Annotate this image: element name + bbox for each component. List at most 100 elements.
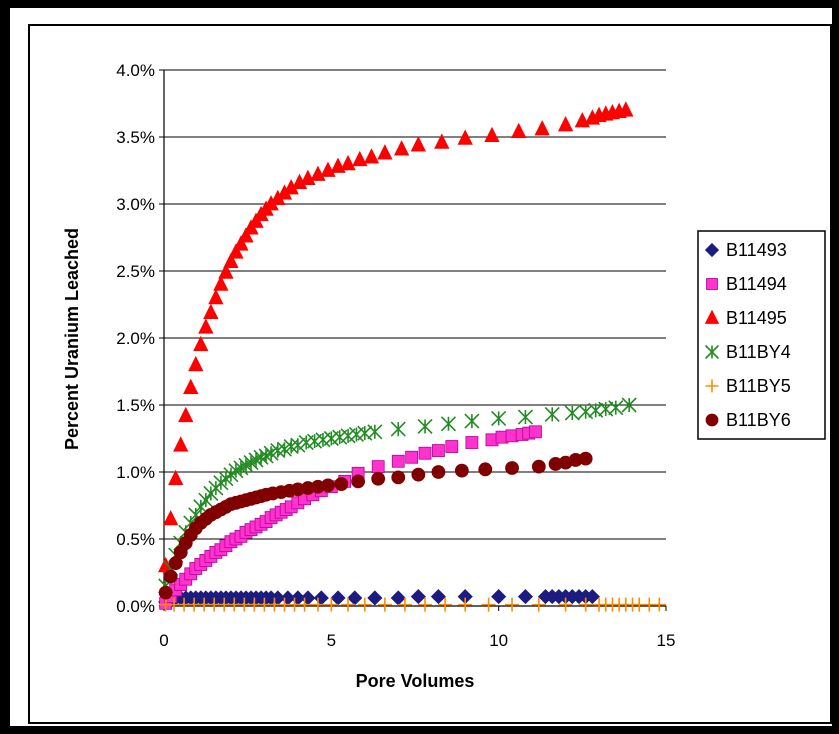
y-tick-label: 2.0% bbox=[116, 329, 155, 348]
data-point bbox=[233, 235, 249, 251]
legend-label: B11BY6 bbox=[726, 410, 791, 430]
data-point bbox=[163, 510, 179, 526]
data-point bbox=[578, 451, 593, 466]
data-point bbox=[544, 406, 560, 422]
data-point bbox=[558, 597, 573, 612]
data-point bbox=[430, 589, 446, 605]
y-tick-label: 3.5% bbox=[116, 128, 155, 147]
legend: B11493 B11494 B11495 B11BY4 B11BY5 B11BY6 bbox=[697, 230, 826, 440]
data-point bbox=[621, 397, 637, 413]
data-point bbox=[168, 469, 184, 486]
tick-labels: 0.0% 0.5% 1.0% 1.5% 2.0% 2.5% 3.0% 3.5% 4.0% 0 5 10… bbox=[116, 61, 675, 650]
data-point bbox=[391, 454, 405, 468]
data-point bbox=[618, 101, 634, 117]
series-b11495 bbox=[158, 101, 634, 573]
data-point bbox=[464, 413, 480, 429]
data-point bbox=[367, 424, 383, 440]
data-point bbox=[371, 460, 385, 474]
data-point bbox=[347, 590, 363, 606]
data-point bbox=[391, 470, 406, 485]
data-point bbox=[393, 140, 410, 156]
data-point bbox=[529, 425, 542, 439]
data-point bbox=[418, 446, 432, 460]
data-point bbox=[203, 303, 219, 319]
data-point bbox=[517, 589, 534, 605]
data-point bbox=[341, 597, 356, 612]
y-axis-title: Percent Uranium Leached bbox=[62, 228, 82, 450]
data-point bbox=[465, 436, 479, 449]
data-point bbox=[340, 154, 356, 171]
data-point bbox=[320, 161, 336, 177]
data-point bbox=[357, 597, 372, 612]
data-point bbox=[445, 440, 459, 453]
data-point bbox=[491, 410, 507, 426]
data-point bbox=[158, 585, 173, 600]
data-point bbox=[390, 590, 406, 606]
data-point bbox=[481, 597, 496, 612]
data-point bbox=[418, 597, 433, 612]
legend-label: B11494 bbox=[726, 274, 787, 294]
x-axis-title: Pore Volumes bbox=[356, 671, 475, 691]
y-tick-label: 2.5% bbox=[116, 262, 155, 281]
data-point bbox=[534, 120, 550, 136]
data-point bbox=[321, 478, 335, 493]
data-point bbox=[432, 444, 445, 457]
data-point bbox=[198, 318, 214, 334]
data-point bbox=[431, 465, 446, 479]
data-point bbox=[397, 597, 412, 612]
data-point bbox=[324, 597, 339, 612]
chart-border bbox=[28, 24, 832, 724]
y-tick-label: 3.0% bbox=[116, 195, 155, 214]
data-point bbox=[390, 421, 406, 437]
data-point bbox=[411, 467, 426, 482]
legend-box bbox=[697, 230, 826, 440]
y-tick-label: 1.0% bbox=[116, 463, 155, 482]
data-point bbox=[584, 589, 600, 605]
data-point bbox=[417, 418, 433, 435]
y-tick-label: 1.5% bbox=[116, 396, 155, 415]
data-point bbox=[377, 597, 392, 612]
data-point bbox=[410, 136, 426, 152]
data-point bbox=[434, 133, 450, 149]
data-point bbox=[310, 597, 325, 612]
data-point bbox=[351, 474, 366, 489]
legend-marker bbox=[704, 344, 720, 360]
data-point bbox=[330, 590, 346, 606]
data-point bbox=[578, 597, 593, 612]
data-point bbox=[440, 416, 457, 432]
data-point bbox=[310, 165, 326, 181]
data-point bbox=[290, 437, 306, 453]
data-point bbox=[531, 597, 546, 612]
data-marks bbox=[158, 101, 667, 612]
data-point bbox=[505, 461, 519, 475]
data-point bbox=[377, 144, 393, 160]
legend-marker bbox=[706, 278, 718, 290]
data-point bbox=[410, 589, 426, 605]
data-point bbox=[188, 355, 204, 372]
data-point bbox=[297, 597, 312, 612]
legend-label: B11495 bbox=[726, 308, 787, 328]
data-point bbox=[517, 409, 534, 425]
legend-marker bbox=[705, 379, 719, 393]
series-b11by6 bbox=[158, 451, 593, 600]
data-point bbox=[478, 462, 493, 477]
data-point bbox=[457, 129, 473, 145]
data-point bbox=[238, 227, 254, 243]
data-point bbox=[564, 405, 580, 421]
data-point bbox=[228, 243, 244, 259]
x-tick-label: 10 bbox=[489, 631, 508, 650]
legend-marker bbox=[705, 413, 719, 427]
data-point bbox=[213, 275, 229, 291]
data-point bbox=[313, 590, 329, 606]
data-point bbox=[491, 589, 507, 605]
data-point bbox=[505, 597, 520, 612]
data-point bbox=[484, 126, 500, 143]
data-point bbox=[652, 597, 667, 612]
legend-label: B11BY5 bbox=[726, 376, 791, 396]
data-point bbox=[178, 406, 194, 423]
data-point bbox=[218, 263, 234, 279]
data-point bbox=[300, 590, 316, 606]
data-point bbox=[405, 450, 419, 464]
legend-label: B11493 bbox=[726, 240, 787, 260]
